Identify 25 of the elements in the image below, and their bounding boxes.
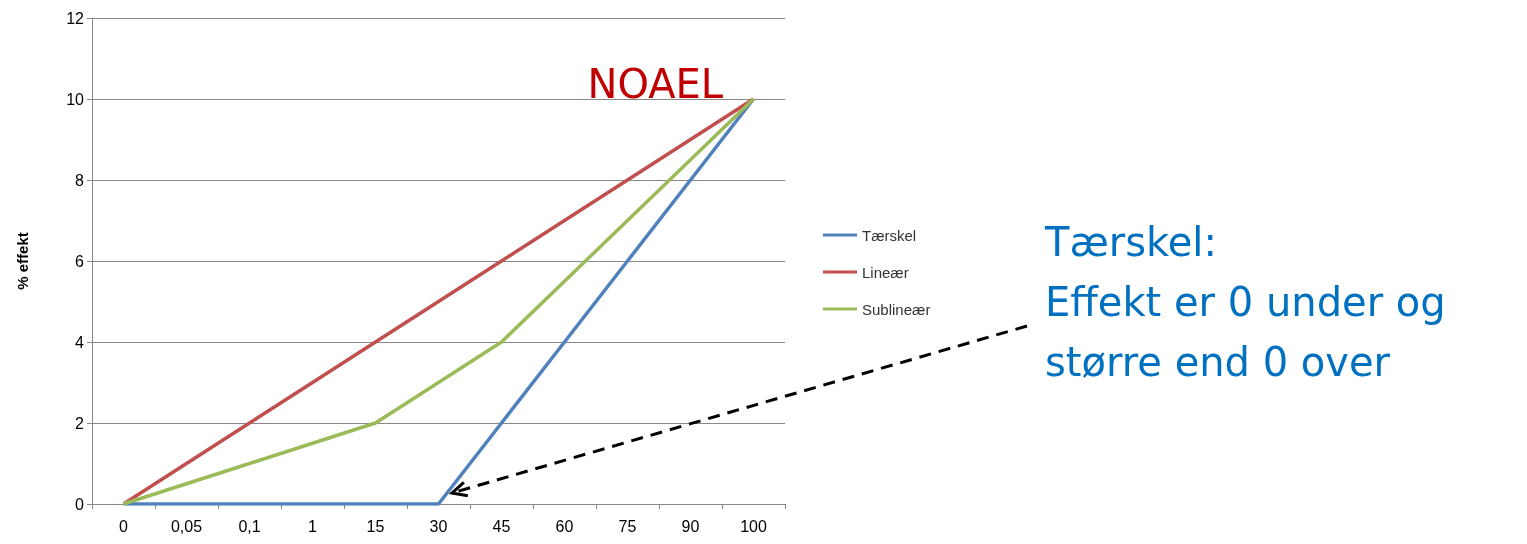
x-tick-label: 0,05 [170, 517, 203, 535]
y-tick-label: 2 [75, 414, 85, 432]
y-tick-label: 0 [75, 495, 85, 513]
y-tick-label: 6 [75, 252, 85, 270]
y-tick-label: 8 [75, 171, 85, 189]
x-tick-label: 0 [119, 517, 129, 535]
y-tick-label: 4 [75, 333, 85, 351]
line-series [121, 97, 756, 506]
legend-label: Lineær [862, 263, 909, 281]
x-tick-label: 30 [429, 517, 448, 535]
y-tick-label: 10 [66, 90, 85, 108]
x-tick-label: 45 [492, 517, 511, 535]
annotation: NOAEL [587, 61, 724, 107]
y-tick-label: 12 [66, 9, 85, 27]
x-tick-label: 15 [366, 517, 385, 535]
x-tick-label: 1 [308, 517, 318, 535]
x-tick-label: 75 [618, 517, 637, 535]
legend-label: Tærskel [862, 226, 917, 244]
legend-label: Sublineær [862, 300, 931, 318]
x-tick-label: 0,1 [238, 517, 261, 535]
y-axis-title: % effekt [14, 232, 31, 290]
x-tick-label: 60 [555, 517, 574, 535]
text: Tærskel: Effekt er 0 under og større end 0 over [1045, 218, 1447, 387]
x-tick-label: 90 [681, 517, 700, 535]
x-tick-label: 100 [740, 517, 767, 535]
